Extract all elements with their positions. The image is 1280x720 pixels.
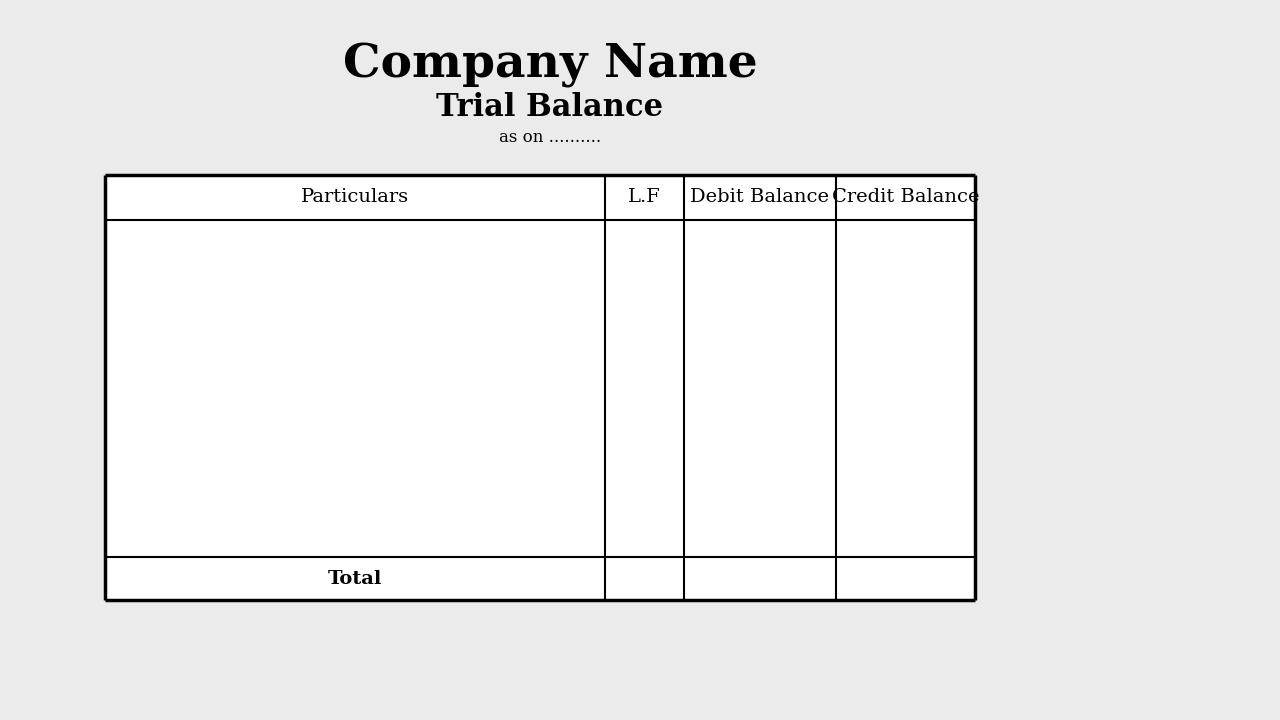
Text: Trial Balance: Trial Balance [436,91,663,122]
Text: Company Name: Company Name [343,42,758,88]
Text: as on ..........: as on .......... [499,130,602,146]
Text: Particulars: Particulars [301,189,410,207]
Text: Debit Balance: Debit Balance [690,189,829,207]
Text: Credit Balance: Credit Balance [832,189,979,207]
Text: Total: Total [328,570,383,588]
Text: L.F: L.F [628,189,660,207]
